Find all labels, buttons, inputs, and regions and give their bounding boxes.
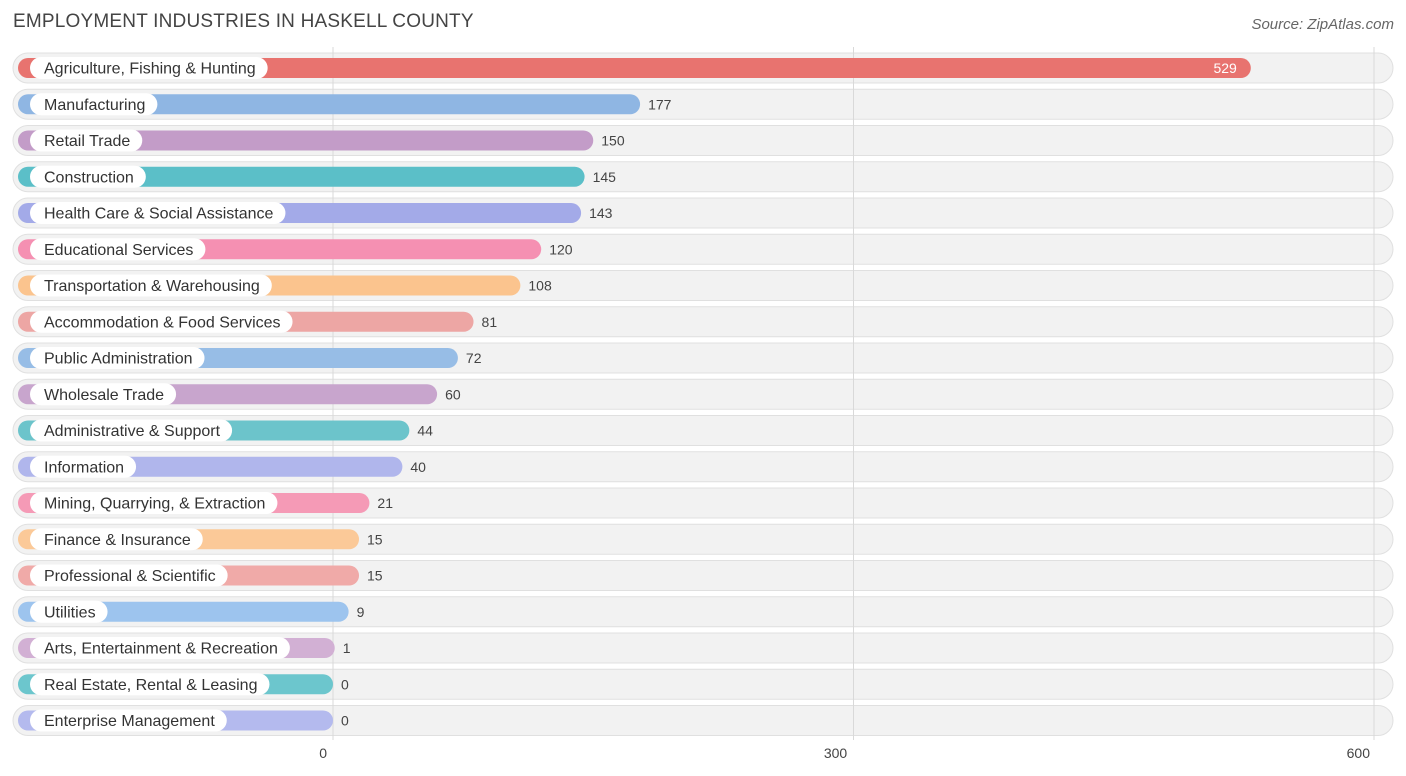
row-track <box>12 632 1394 664</box>
category-label-pill <box>30 165 146 188</box>
category-label-pill <box>30 383 177 406</box>
value-label: 145 <box>593 169 617 185</box>
category-label: Public Administration <box>30 347 205 369</box>
category-label-text: Transportation & Warehousing <box>44 278 260 295</box>
category-label-text: Real Estate, Rental & Leasing <box>44 677 257 694</box>
category-label-text: Mining, Quarrying, & Extraction <box>44 496 265 513</box>
value-label: 60 <box>445 386 461 402</box>
row-track <box>12 705 1394 736</box>
category-label-pill <box>30 455 137 478</box>
category-label: Arts, Entertainment & Recreation <box>30 637 290 659</box>
category-label-pill <box>30 310 293 333</box>
category-label-text: Educational Services <box>44 242 193 259</box>
category-label: Finance & Insurance <box>30 528 203 551</box>
value-label: 529 <box>1213 60 1237 76</box>
category-label-text: Manufacturing <box>44 97 145 114</box>
value-label: 1 <box>343 640 351 656</box>
category-label-text: Enterprise Management <box>44 713 215 730</box>
category-label-pill <box>30 57 268 79</box>
row-track <box>12 560 1394 591</box>
category-label: Manufacturing <box>30 93 158 116</box>
category-label: Educational Services <box>30 238 206 261</box>
category-label-pill <box>30 492 278 514</box>
x-tick-label: 0 <box>319 745 327 761</box>
category-label-text: Information <box>44 459 124 476</box>
category-label-pill <box>30 600 108 623</box>
x-tick-label: 300 <box>824 745 848 761</box>
category-label-text: Finance & Insurance <box>44 532 191 549</box>
category-label-text: Public Administration <box>44 351 193 368</box>
value-label: 44 <box>417 423 433 439</box>
category-label-text: Utilities <box>44 604 96 621</box>
category-label-text: Accommodation & Food Services <box>44 314 281 331</box>
category-label-pill <box>30 564 228 587</box>
category-label-pill <box>30 274 272 297</box>
value-label: 72 <box>466 350 482 366</box>
value-label: 0 <box>341 713 349 729</box>
source-note: Source: ZipAtlas.com <box>1251 16 1394 33</box>
category-label-pill <box>30 129 143 152</box>
category-label: Real Estate, Rental & Leasing <box>30 673 270 696</box>
category-label: Utilities <box>30 600 108 623</box>
category-label: Health Care & Social Assistance <box>30 202 286 224</box>
value-label: 9 <box>357 604 365 620</box>
value-label: 150 <box>601 133 625 149</box>
bar[interactable] <box>18 94 641 115</box>
category-label-pill <box>30 709 227 732</box>
row-track <box>12 596 1394 628</box>
category-label-text: Professional & Scientific <box>44 568 216 585</box>
category-label-pill <box>30 347 205 369</box>
category-label: Enterprise Management <box>30 709 227 732</box>
value-label: 0 <box>341 676 349 692</box>
category-label-text: Arts, Entertainment & Recreation <box>44 641 278 658</box>
category-label: Administrative & Support <box>30 419 233 442</box>
category-label-pill <box>30 637 290 659</box>
value-label: 177 <box>648 96 672 112</box>
value-label: 120 <box>549 241 573 257</box>
category-label-pill <box>30 528 203 551</box>
row-track <box>12 668 1394 700</box>
bar[interactable] <box>18 166 585 187</box>
category-label-pill <box>30 238 206 261</box>
value-label: 108 <box>528 278 552 294</box>
row-track <box>12 523 1394 555</box>
value-label: 15 <box>367 568 383 584</box>
category-label-text: Construction <box>44 169 134 186</box>
value-label: 81 <box>482 314 498 330</box>
category-label-text: Wholesale Trade <box>44 387 164 404</box>
value-label: 143 <box>589 205 613 221</box>
category-label: Construction <box>30 165 146 188</box>
category-label: Transportation & Warehousing <box>30 274 272 297</box>
bar[interactable] <box>18 58 1251 78</box>
bar[interactable] <box>18 130 594 151</box>
category-label: Accommodation & Food Services <box>30 310 293 333</box>
value-label: 21 <box>377 495 393 511</box>
category-label: Wholesale Trade <box>30 383 177 406</box>
category-label: Information <box>30 455 137 478</box>
category-label-pill <box>30 419 233 442</box>
category-label-text: Agriculture, Fishing & Hunting <box>44 61 256 78</box>
category-label-text: Health Care & Social Assistance <box>44 206 274 223</box>
value-label: 40 <box>410 459 426 475</box>
category-label: Professional & Scientific <box>30 564 228 587</box>
x-tick-label: 600 <box>1347 745 1371 761</box>
chart-title: EMPLOYMENT INDUSTRIES IN HASKELL COUNTY <box>13 11 474 32</box>
category-label: Mining, Quarrying, & Extraction <box>30 492 278 514</box>
category-label-text: Retail Trade <box>44 133 130 150</box>
value-label: 15 <box>367 531 383 547</box>
category-label-text: Administrative & Support <box>44 423 221 440</box>
category-label: Agriculture, Fishing & Hunting <box>30 57 268 79</box>
category-label-pill <box>30 202 286 224</box>
category-label: Retail Trade <box>30 129 143 152</box>
category-label-pill <box>30 93 158 116</box>
category-label-pill <box>30 673 270 696</box>
